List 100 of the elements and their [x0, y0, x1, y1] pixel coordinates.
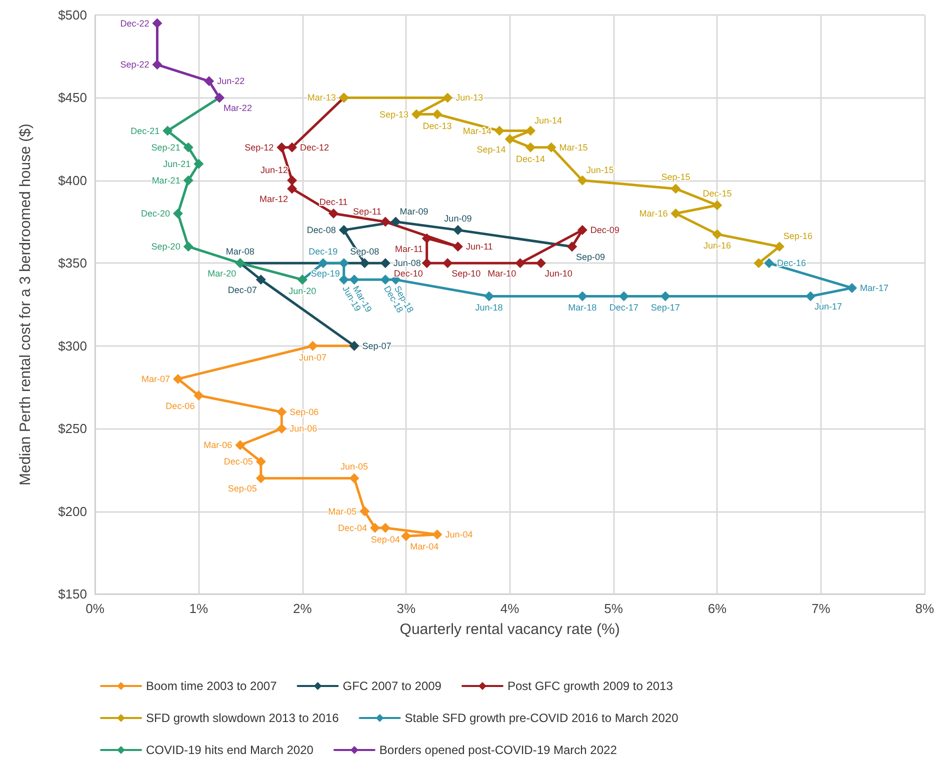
point [442, 92, 453, 103]
legend-label: Boom time 2003 to 2007 [146, 679, 278, 693]
x-tick-label: 4% [500, 601, 520, 616]
point [411, 109, 422, 120]
data-label: Mar-10 [488, 268, 516, 279]
point [338, 225, 349, 236]
point [712, 200, 722, 210]
point [452, 242, 463, 252]
data-label: Sep-20 [151, 242, 180, 252]
point [276, 424, 287, 434]
y-tick-label: $350 [58, 256, 87, 271]
data-label: Jun-13 [456, 92, 484, 103]
point [380, 258, 390, 268]
legend-label: Post GFC growth 2009 to 2013 [507, 679, 674, 693]
data-label: Sep-21 [151, 142, 180, 152]
point [452, 225, 463, 236]
point [194, 158, 204, 169]
point [577, 225, 588, 236]
point [256, 456, 266, 467]
y-tick-label: $200 [58, 504, 87, 519]
point [276, 142, 287, 152]
data-label: Jun-22 [217, 76, 245, 86]
point [390, 216, 401, 227]
data-label: Jun-16 [703, 240, 731, 251]
data-label: Mar-06 [204, 440, 232, 450]
data-label: Dec-05 [224, 456, 253, 467]
point [380, 522, 390, 533]
point [152, 60, 162, 70]
point [360, 506, 370, 516]
point [577, 291, 588, 302]
data-label: Dec-19 [308, 246, 338, 257]
point [526, 126, 536, 136]
point [712, 229, 722, 240]
data-label: Jun-14 [534, 115, 562, 126]
point [172, 208, 183, 219]
data-label: Mar-07 [141, 374, 170, 384]
point [360, 258, 370, 268]
y-tick-label: $450 [58, 90, 87, 106]
point [577, 175, 588, 186]
point [660, 291, 670, 302]
data-label: Jun-15 [586, 164, 614, 175]
point [670, 184, 681, 194]
point [162, 126, 173, 136]
point [256, 274, 266, 285]
x-tick-label: 1% [189, 601, 209, 616]
data-label: Sep-06 [290, 407, 319, 418]
data-label: Dec-09 [590, 225, 620, 236]
data-label: Jun-17 [814, 302, 842, 312]
data-label: Mar-09 [400, 206, 428, 216]
data-label: Dec-22 [120, 18, 150, 28]
point [432, 529, 442, 540]
data-label: Sep-17 [650, 302, 680, 313]
data-label: Dec-14 [516, 154, 546, 164]
data-label: Jun-05 [340, 462, 368, 472]
point [432, 109, 442, 120]
point [484, 291, 494, 302]
data-label: Jun-11 [466, 242, 493, 252]
y-tick-label: $500 [58, 8, 87, 22]
point [401, 531, 412, 542]
point [287, 142, 298, 152]
data-label: Jun-09 [444, 214, 472, 224]
data-label: Mar-16 [639, 208, 668, 219]
data-label: Mar-11 [395, 244, 423, 254]
point [536, 258, 546, 268]
point [670, 208, 681, 219]
x-tick-label: 3% [396, 601, 416, 616]
point [204, 76, 214, 86]
x-tick-label: 8% [915, 601, 934, 616]
point [618, 291, 629, 302]
data-label: Mar-15 [559, 142, 588, 152]
data-label: Sep-07 [362, 340, 392, 351]
x-tick-label: 7% [812, 601, 831, 616]
point [515, 258, 526, 268]
data-label: Jun-21 [163, 158, 191, 169]
legend-label: SFD growth slowdown 2013 to 2016 [146, 711, 340, 725]
point [504, 134, 515, 144]
data-label: Dec-10 [394, 268, 423, 279]
point [442, 258, 453, 268]
point [526, 142, 536, 152]
data-label: Mar-14 [462, 126, 492, 136]
data-label: Dec-07 [228, 285, 257, 296]
data-label: Jun-06 [290, 424, 318, 434]
point [183, 242, 194, 252]
point [806, 291, 816, 302]
data-label: Sep-10 [452, 268, 481, 279]
point [764, 258, 774, 268]
data-label: Jun-07 [299, 352, 327, 362]
x-tick-label: 5% [604, 601, 624, 616]
data-label: Sep-13 [379, 109, 408, 120]
point [276, 407, 287, 418]
y-tick-label: $150 [58, 586, 87, 602]
data-label: Sep-16 [783, 231, 812, 242]
data-label: Sep-15 [661, 172, 690, 182]
data-label: Dec-15 [702, 188, 732, 199]
data-label: Jun-18 [475, 302, 503, 313]
point [422, 258, 432, 268]
data-label: Sep-09 [576, 252, 606, 262]
point [494, 126, 504, 136]
y-tick-label: $400 [58, 172, 87, 188]
point [380, 216, 390, 227]
